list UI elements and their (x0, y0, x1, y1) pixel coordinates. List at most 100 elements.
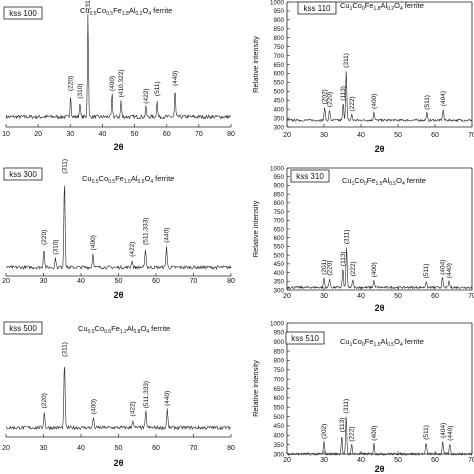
y-tick-label: 750 (273, 209, 284, 216)
y-tick-label: 1000 (270, 0, 285, 6)
composition-title: Cu1Co0Fe1.5Al0.5O4 ferrite (342, 176, 426, 187)
sample-label: kss 100 (9, 9, 37, 18)
peak-label: (400) (90, 235, 97, 250)
peak-label: (222) (349, 96, 356, 111)
peak-label: (440) (164, 391, 171, 406)
peak-label: (311) (62, 159, 69, 174)
peak-label: (404) (439, 260, 446, 275)
peak-label: (440) (172, 71, 179, 86)
y-tick-label: 800 (273, 35, 284, 42)
peak-label: (404) (440, 423, 447, 438)
peak-label: (422) (130, 401, 137, 416)
composition-title: Cu1Co0Fe1.5Al0.5O4 ferrite (340, 337, 424, 348)
peak-label: (310) (77, 83, 84, 98)
peak-label: (113) (340, 86, 347, 101)
composition-subscript: 1 (350, 342, 353, 348)
y-tick-label: 500 (273, 414, 284, 421)
composition-subscript: 0.5 (88, 329, 95, 335)
y-tick-label: 850 (273, 26, 284, 33)
x-axis-label: 2θ (375, 464, 385, 474)
y-tick-label: 1000 (270, 320, 285, 327)
composition-text: Co (352, 337, 362, 346)
composition-text: Co (354, 176, 364, 185)
composition-text: Co (352, 1, 362, 10)
x-tick-label: 70 (468, 132, 474, 139)
peak-label: (440) (446, 263, 453, 278)
composition-subscript: 1.8 (374, 6, 381, 12)
x-tick-label: 50 (115, 445, 123, 452)
sample-label-box (285, 331, 325, 345)
composition-text: O (140, 324, 146, 333)
x-tick-label: 20 (283, 457, 291, 464)
peak-label: (220) (327, 260, 334, 275)
x-tick-label: 70 (190, 278, 198, 285)
y-tick-label: 700 (273, 218, 284, 225)
y-tick-label: 950 (273, 8, 284, 15)
y-tick-label: 750 (273, 367, 284, 374)
peak-label: (311) (343, 53, 350, 68)
composition-text: ferrite (149, 324, 170, 333)
x-tick-label: 70 (468, 457, 474, 464)
composition-subscript: 4 (400, 342, 403, 348)
y-tick-label: 400 (273, 106, 284, 113)
peak-label: (511) (424, 95, 431, 110)
x-tick-label: 30 (320, 132, 328, 139)
y-tick-label: 650 (273, 226, 284, 233)
composition-subscript: 0 (362, 6, 365, 12)
composition-text: Al (382, 176, 389, 185)
peak-label: (422) (129, 242, 136, 257)
peak-label: (222) (350, 261, 357, 276)
x-tick-label: 50 (131, 131, 139, 138)
composition-subscript: 0.5 (387, 342, 394, 348)
composition-subscript: 0.5 (108, 179, 115, 185)
sample-label: kss 110 (304, 4, 332, 13)
peak-label: (311) (85, 0, 92, 10)
composition-subscript: 1.5 (124, 179, 131, 185)
x-axis-label: 2θ (375, 303, 385, 313)
y-tick-label: 600 (273, 235, 284, 242)
sample-label: kss 510 (291, 334, 319, 343)
x-axis-label: 2θ (375, 144, 385, 154)
composition-text: O (144, 174, 150, 183)
y-tick-label: 450 (273, 98, 284, 105)
x-tick-label: 30 (40, 278, 48, 285)
composition-title: Cu0.5Co0.5Fe1.2Al0.8O4 ferrite (78, 324, 170, 335)
x-tick-label: 20 (34, 131, 42, 138)
x-tick-label: 60 (431, 457, 439, 464)
x-tick-label: 70 (190, 445, 198, 452)
x-tick-label: 70 (195, 131, 203, 138)
peak-label: (202) (321, 424, 328, 439)
y-tick-label: 950 (273, 174, 284, 181)
sample-label-box (290, 169, 330, 183)
composition-subscript: 1 (350, 6, 353, 12)
composition-subscript: 0 (362, 342, 365, 348)
composition-text: Cu (80, 6, 90, 15)
peak-label: (422) (143, 88, 150, 103)
composition-text: Co (99, 174, 109, 183)
composition-text: Fe (365, 337, 374, 346)
y-axis-label: Relative intensity (251, 360, 260, 417)
composition-text: ferrite (405, 176, 426, 185)
y-tick-label: 850 (273, 191, 284, 198)
peak-label: (220) (68, 76, 75, 91)
composition-subscript: 0.5 (137, 179, 144, 185)
y-tick-label: 900 (273, 339, 284, 346)
composition-text: Al (127, 324, 134, 333)
peak-label: (511) (154, 81, 161, 96)
peak-label: (511,333) (143, 218, 150, 245)
composition-text: Cu (78, 324, 88, 333)
peak-label: (440) (164, 228, 171, 243)
peak-label: (201) (321, 260, 328, 275)
composition-text: Cu (340, 1, 350, 10)
x-tick-label: 80 (227, 278, 235, 285)
peak-label: (440) (447, 426, 454, 441)
panel-kss-510: 20 30 40 50 60 702θ30035040045050055060065070… (251, 320, 474, 474)
peak-label: (220) (41, 230, 48, 245)
peak-label: (113) (339, 418, 346, 433)
x-tick-label: 60 (152, 445, 160, 452)
x-tick-label: 50 (394, 293, 402, 300)
peak-label: (400) (90, 399, 97, 414)
x-tick-label: 60 (163, 131, 171, 138)
sample-label-box (3, 6, 43, 20)
composition-subscript: 4 (402, 181, 405, 187)
